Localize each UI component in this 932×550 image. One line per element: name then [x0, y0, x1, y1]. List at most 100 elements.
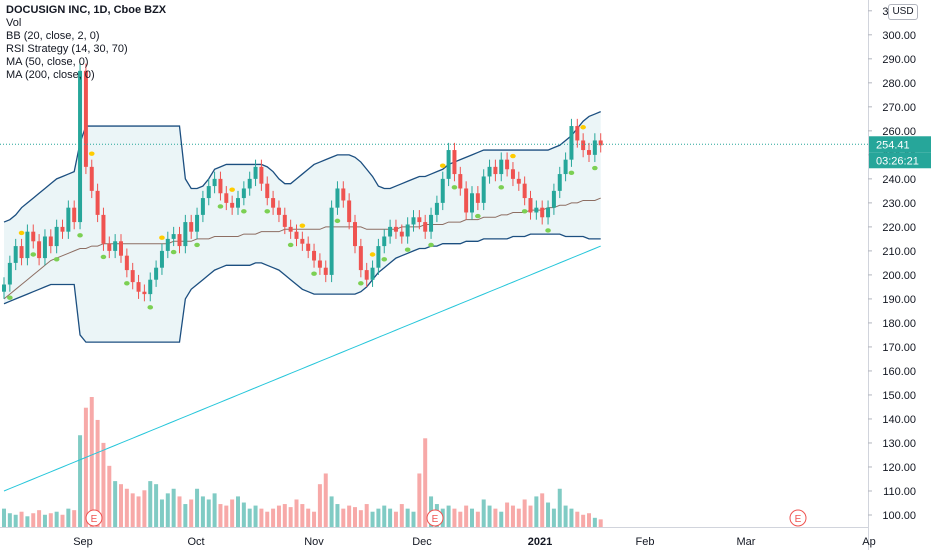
price-tick-label: 200.00	[882, 270, 916, 282]
volume-bar	[452, 508, 457, 527]
rsi-sell-marker	[229, 187, 235, 192]
volume-bar	[598, 519, 603, 527]
candle-body	[405, 224, 410, 237]
volume-bar	[470, 508, 474, 527]
legend-bb[interactable]: BB (20, close, 2, 0)	[6, 30, 100, 42]
volume-bar	[165, 493, 170, 527]
volume-bar	[323, 473, 328, 527]
chart-legend: DOCUSIGN INC, 1D, Cboe BZX Vol BB (20, c…	[6, 4, 166, 82]
candle-body	[288, 226, 293, 232]
volume-bar	[499, 511, 504, 527]
price-tick-label: 180.00	[882, 318, 916, 330]
rsi-buy-marker	[170, 249, 177, 255]
volume-bar	[48, 513, 53, 527]
volume-bar	[171, 488, 176, 527]
candle-body	[236, 198, 240, 208]
candle-body	[516, 178, 521, 184]
legend-rsi-strategy[interactable]: RSI Strategy (14, 30, 70)	[6, 43, 128, 55]
time-axis-label: Dec	[412, 536, 432, 548]
candle-body	[440, 178, 445, 203]
volume-bar	[522, 499, 527, 527]
candle-body	[218, 178, 223, 194]
candle-body	[189, 222, 194, 232]
candle-body	[411, 217, 416, 225]
time-axis-label: Oct	[187, 536, 204, 548]
price-tick-label: 160.00	[882, 366, 916, 378]
volume-bar	[78, 435, 83, 527]
volume-bar	[458, 511, 463, 527]
rsi-buy-marker	[241, 209, 247, 214]
price-tick-label: 150.00	[882, 390, 916, 402]
candle-body	[13, 246, 18, 263]
volume-bar	[510, 505, 515, 527]
rsi-buy-marker	[287, 242, 294, 248]
volume-bar	[581, 514, 586, 527]
candle-body	[306, 243, 311, 251]
volume-bar	[569, 508, 574, 527]
rsi-buy-marker	[77, 233, 83, 238]
candle-body	[452, 150, 457, 175]
volume-bar	[364, 504, 369, 527]
bb-lower-line	[3, 233, 601, 343]
volume-bar	[312, 511, 317, 527]
currency-button[interactable]: USD	[888, 4, 918, 20]
candle-body	[48, 236, 53, 247]
volume-bar	[25, 516, 30, 527]
candle-body	[282, 214, 287, 227]
candle-body	[358, 246, 363, 271]
volume-bar	[60, 514, 65, 527]
bar-countdown: 03:26:21	[876, 155, 919, 167]
volume-bar	[294, 499, 299, 527]
volume-bar	[505, 502, 510, 527]
rsi-buy-marker	[147, 305, 154, 310]
volume-bar	[259, 508, 264, 527]
price-tick-label: 100.00	[882, 510, 916, 522]
price-tick-label: 230.00	[882, 198, 916, 210]
volume-bar	[388, 508, 393, 527]
candle-body	[347, 200, 352, 223]
candle-body	[247, 178, 252, 189]
symbol-title: DOCUSIGN INC, 1D, Cboe BZX	[6, 4, 167, 16]
volume-bar	[306, 508, 311, 527]
candle-body	[575, 126, 580, 141]
rsi-sell-marker	[159, 235, 165, 240]
volume-bar	[534, 496, 539, 527]
volume-bar	[353, 507, 357, 527]
time-axis-label: Sep	[73, 536, 93, 548]
last-price-badge	[869, 136, 931, 153]
volume-bar	[83, 407, 88, 527]
candle-body	[130, 270, 135, 283]
candle-body	[165, 238, 170, 251]
rsi-buy-marker	[264, 209, 271, 214]
candle-body	[19, 246, 24, 259]
time-axis-label: Nov	[304, 536, 324, 548]
legend-ma50[interactable]: MA (50, close, 0)	[6, 56, 89, 68]
candle-body	[353, 222, 357, 247]
time-axis-label: Mar	[737, 536, 756, 548]
candle-body	[89, 166, 94, 191]
volume-bar	[540, 493, 545, 527]
rsi-sell-marker	[299, 223, 306, 228]
candle-body	[54, 226, 59, 247]
price-tick-label: 300.00	[882, 30, 916, 42]
candle-body	[581, 140, 586, 151]
candle-body	[540, 207, 545, 218]
candle-body	[341, 188, 346, 201]
candle-body	[317, 260, 322, 268]
candle-body	[154, 267, 159, 280]
candle-body	[200, 198, 205, 215]
volume-bar	[136, 496, 141, 527]
candle-body	[113, 241, 118, 251]
volume-bar	[335, 504, 340, 527]
candle-body	[294, 231, 299, 239]
candle-body	[335, 188, 340, 208]
volume-bar	[200, 496, 205, 527]
volume-bar	[54, 511, 59, 527]
legend-vol[interactable]: Vol	[6, 17, 22, 29]
rsi-buy-marker	[475, 213, 481, 219]
legend-ma200[interactable]: MA (200, close, 0)	[6, 69, 95, 81]
volume-bar	[587, 513, 591, 527]
candle-body	[557, 174, 562, 191]
volume-bar	[159, 499, 164, 527]
